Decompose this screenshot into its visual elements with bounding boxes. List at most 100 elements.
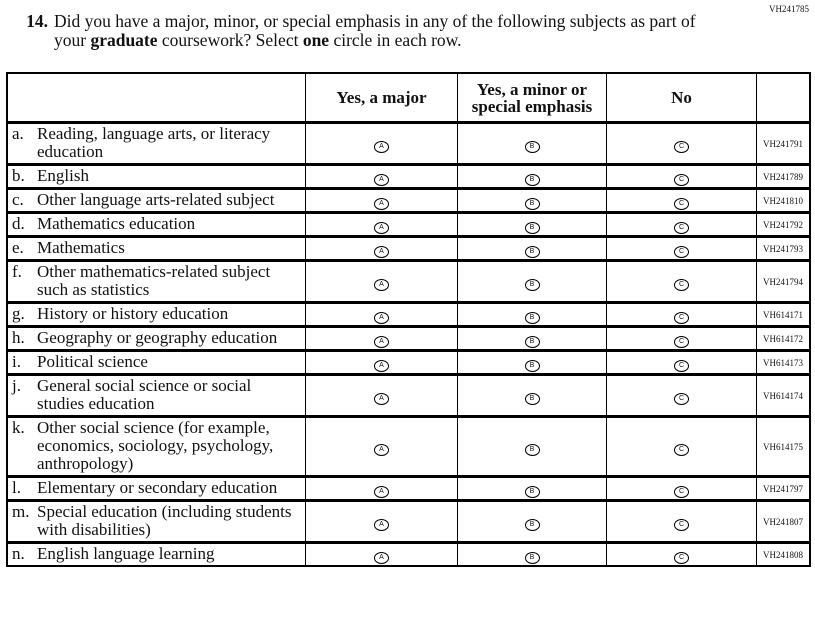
radio-option[interactable]: C xyxy=(674,551,689,564)
option-cell: A xyxy=(305,301,458,327)
row-code: VH614172 xyxy=(756,325,811,351)
radio-option[interactable]: C xyxy=(674,443,689,456)
option-cell: A xyxy=(305,259,458,303)
radio-option[interactable]: B xyxy=(524,485,540,498)
radio-option[interactable]: C xyxy=(674,335,689,348)
header-cell: Yes, a major xyxy=(305,72,458,123)
radio-option[interactable]: A xyxy=(374,221,389,234)
row-label: g. History or history education xyxy=(12,305,301,323)
radio-option[interactable]: B xyxy=(524,173,540,186)
radio-option[interactable]: B xyxy=(524,335,540,348)
row-label-cell: m. Special education (including students … xyxy=(6,499,306,543)
radio-option[interactable]: A xyxy=(374,335,389,348)
table-row: l. Elementary or secondary education A B C VH… xyxy=(6,475,811,501)
option-cell: C xyxy=(606,349,757,375)
radio-option[interactable]: B xyxy=(524,551,540,564)
radio-option[interactable]: A xyxy=(374,485,389,498)
option-cell: C xyxy=(606,415,757,477)
row-code: VH241789 xyxy=(756,163,811,189)
header-cell xyxy=(756,72,811,123)
radio-option[interactable]: B xyxy=(524,278,540,291)
row-letter: k. xyxy=(12,418,25,437)
option-cell: A xyxy=(305,121,458,165)
table-row: i. Political science A B C VH614173 xyxy=(6,349,811,375)
row-text: Mathematics education xyxy=(37,214,196,233)
radio-option[interactable]: C xyxy=(674,485,689,498)
table-row: c. Other language arts-related subject A B C… xyxy=(6,187,811,213)
radio-option[interactable]: A xyxy=(374,359,389,372)
question-part: circle in each row. xyxy=(333,30,462,50)
radio-option[interactable]: A xyxy=(374,311,389,324)
radio-option[interactable]: A xyxy=(374,443,389,456)
radio-option[interactable]: C xyxy=(674,221,689,234)
row-letter: b. xyxy=(12,166,25,185)
row-code: VH614174 xyxy=(756,373,811,417)
table-row: m. Special education (including students … xyxy=(6,499,811,543)
radio-option[interactable]: B xyxy=(524,443,540,456)
table-row: g. History or history education A B C VH61417… xyxy=(6,301,811,327)
row-code: VH614173 xyxy=(756,349,811,375)
radio-option[interactable]: A xyxy=(374,140,389,153)
row-label: a. Reading, language arts, or literacy ed… xyxy=(12,125,301,161)
radio-option[interactable]: C xyxy=(674,173,689,186)
radio-option[interactable]: A xyxy=(374,551,389,564)
option-cell: C xyxy=(606,541,757,567)
table-row: h. Geography or geography education A B C VH6… xyxy=(6,325,811,351)
row-code: VH241791 xyxy=(756,121,811,165)
radio-option[interactable]: C xyxy=(674,140,689,153)
radio-option[interactable]: B xyxy=(524,518,540,531)
row-text: Geography or geography education xyxy=(37,328,278,347)
radio-option[interactable]: B xyxy=(524,197,540,210)
option-cell: C xyxy=(606,121,757,165)
row-code: VH241807 xyxy=(756,499,811,543)
option-cell: B xyxy=(457,301,607,327)
table-row: f. Other mathematics-related subject such… xyxy=(6,259,811,303)
row-label-cell: k. Other social science (for example, eco… xyxy=(6,415,306,477)
radio-option[interactable]: C xyxy=(674,245,689,258)
option-cell: C xyxy=(606,325,757,351)
radio-option[interactable]: A xyxy=(374,518,389,531)
table-row: b. English A B C VH241789 xyxy=(6,163,811,189)
question-number: 14. xyxy=(26,11,48,31)
radio-option[interactable]: C xyxy=(674,278,689,291)
row-text: Other social science (for example, econo… xyxy=(37,418,274,473)
table-body: a. Reading, language arts, or literacy ed… xyxy=(6,121,811,567)
radio-option[interactable]: C xyxy=(674,392,689,405)
table-row: k. Other social science (for example, eco… xyxy=(6,415,811,477)
radio-option[interactable]: B xyxy=(524,140,540,153)
row-label-cell: e. Mathematics xyxy=(6,235,306,261)
row-letter: j. xyxy=(12,376,21,395)
row-label: d. Mathematics education xyxy=(12,215,301,233)
header-cell: No xyxy=(606,72,757,123)
radio-option[interactable]: B xyxy=(524,221,540,234)
radio-option[interactable]: A xyxy=(374,173,389,186)
radio-option[interactable]: C xyxy=(674,359,689,372)
option-cell: B xyxy=(457,373,607,417)
row-text: Political science xyxy=(37,352,148,371)
option-cell: A xyxy=(305,373,458,417)
option-cell: A xyxy=(305,541,458,567)
row-label-cell: b. English xyxy=(6,163,306,189)
row-label: f. Other mathematics-related subject such… xyxy=(12,263,301,299)
row-label-cell: c. Other language arts-related subject xyxy=(6,187,306,213)
radio-option[interactable]: A xyxy=(374,392,389,405)
option-cell: B xyxy=(457,541,607,567)
radio-option[interactable]: A xyxy=(374,197,389,210)
radio-option[interactable]: C xyxy=(674,518,689,531)
form-code: VH241785 xyxy=(769,4,809,14)
radio-option[interactable]: A xyxy=(374,278,389,291)
row-label: e. Mathematics xyxy=(12,239,301,257)
radio-option[interactable]: B xyxy=(524,311,540,324)
radio-option[interactable]: B xyxy=(524,392,540,405)
radio-option[interactable]: B xyxy=(524,245,540,258)
radio-option[interactable]: B xyxy=(524,359,540,372)
radio-option[interactable]: C xyxy=(674,197,689,210)
option-cell: C xyxy=(606,475,757,501)
row-code: VH241793 xyxy=(756,235,811,261)
response-table: Yes, a major Yes, a minor or special emp… xyxy=(6,72,811,567)
row-label: l. Elementary or secondary education xyxy=(12,479,301,497)
radio-option[interactable]: A xyxy=(374,245,389,258)
option-cell: B xyxy=(457,187,607,213)
radio-option[interactable]: C xyxy=(674,311,689,324)
